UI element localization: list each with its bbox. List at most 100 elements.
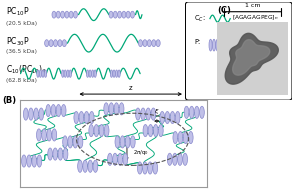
Ellipse shape <box>109 11 113 18</box>
Ellipse shape <box>188 132 193 144</box>
Ellipse shape <box>115 70 118 77</box>
Ellipse shape <box>107 153 112 165</box>
Ellipse shape <box>156 40 160 47</box>
Ellipse shape <box>73 136 78 148</box>
Ellipse shape <box>89 125 93 137</box>
Ellipse shape <box>51 105 56 117</box>
Ellipse shape <box>62 40 66 47</box>
Ellipse shape <box>216 39 219 51</box>
Ellipse shape <box>65 11 69 18</box>
Ellipse shape <box>131 136 135 148</box>
Ellipse shape <box>88 160 93 172</box>
Ellipse shape <box>223 39 226 51</box>
Ellipse shape <box>148 162 152 174</box>
Text: 1 cm: 1 cm <box>245 3 260 8</box>
Ellipse shape <box>143 125 148 137</box>
Ellipse shape <box>53 148 58 160</box>
Ellipse shape <box>178 153 182 165</box>
Ellipse shape <box>142 162 147 174</box>
Text: (B): (B) <box>2 96 16 105</box>
Ellipse shape <box>123 153 128 165</box>
Ellipse shape <box>46 105 51 117</box>
Ellipse shape <box>93 160 98 172</box>
Text: [AGAGAGPEG]$_n$: [AGAGAGPEG]$_n$ <box>232 14 279 22</box>
Ellipse shape <box>37 70 39 77</box>
Ellipse shape <box>165 112 170 124</box>
Bar <box>217 22 288 95</box>
Ellipse shape <box>146 108 151 120</box>
Ellipse shape <box>173 153 177 165</box>
Ellipse shape <box>104 103 109 115</box>
Ellipse shape <box>69 11 73 18</box>
Text: (62.8 kDa): (62.8 kDa) <box>6 77 37 83</box>
Ellipse shape <box>42 70 44 77</box>
Ellipse shape <box>113 153 117 165</box>
Ellipse shape <box>62 70 64 77</box>
Text: (20.5 kDa): (20.5 kDa) <box>6 21 37 26</box>
Polygon shape <box>225 33 278 84</box>
Ellipse shape <box>147 40 151 47</box>
Ellipse shape <box>115 136 120 148</box>
Polygon shape <box>233 40 270 75</box>
Ellipse shape <box>86 70 89 77</box>
Ellipse shape <box>36 129 41 141</box>
Ellipse shape <box>141 108 145 120</box>
Ellipse shape <box>120 136 125 148</box>
Ellipse shape <box>84 112 89 124</box>
Ellipse shape <box>53 40 58 47</box>
Ellipse shape <box>69 70 72 77</box>
Ellipse shape <box>135 108 140 120</box>
Ellipse shape <box>183 153 187 165</box>
Text: $\xi$: $\xi$ <box>154 107 160 116</box>
Ellipse shape <box>118 70 120 77</box>
Ellipse shape <box>126 11 130 18</box>
Ellipse shape <box>173 132 178 144</box>
Ellipse shape <box>131 11 134 18</box>
Ellipse shape <box>122 11 126 18</box>
Ellipse shape <box>68 136 72 148</box>
Ellipse shape <box>109 103 114 115</box>
Ellipse shape <box>52 11 56 18</box>
Text: APQMLRELQETNAAL: APQMLRELQETNAAL <box>232 36 279 41</box>
Ellipse shape <box>148 125 153 137</box>
Ellipse shape <box>113 70 115 77</box>
Text: (D): (D) <box>217 104 232 113</box>
Ellipse shape <box>99 125 104 137</box>
Ellipse shape <box>118 153 123 165</box>
Ellipse shape <box>63 136 67 148</box>
Ellipse shape <box>29 108 33 120</box>
Text: C$_{10}$(PC$_{10}$)$_4$: C$_{10}$(PC$_{10}$)$_4$ <box>6 64 46 76</box>
Ellipse shape <box>170 112 175 124</box>
Ellipse shape <box>159 125 163 137</box>
Ellipse shape <box>32 155 36 167</box>
Ellipse shape <box>143 40 147 47</box>
Ellipse shape <box>119 103 124 115</box>
Text: 10 $\mu$m: 10 $\mu$m <box>262 163 280 172</box>
Text: PC$_{30}$P: PC$_{30}$P <box>6 35 29 48</box>
Ellipse shape <box>151 108 156 120</box>
Ellipse shape <box>63 148 68 160</box>
Text: C$_C$:: C$_C$: <box>194 14 206 24</box>
Ellipse shape <box>60 11 65 18</box>
Ellipse shape <box>22 155 26 167</box>
Ellipse shape <box>74 112 79 124</box>
Ellipse shape <box>58 40 62 47</box>
Ellipse shape <box>52 129 57 141</box>
Ellipse shape <box>183 132 188 144</box>
Ellipse shape <box>167 153 172 165</box>
Ellipse shape <box>61 105 66 117</box>
Ellipse shape <box>212 39 215 51</box>
Ellipse shape <box>153 162 158 174</box>
Ellipse shape <box>23 108 28 120</box>
Ellipse shape <box>39 108 44 120</box>
Text: (C): (C) <box>217 6 231 15</box>
Text: P:: P: <box>194 39 200 45</box>
Ellipse shape <box>138 162 142 174</box>
Ellipse shape <box>79 112 84 124</box>
Ellipse shape <box>94 125 99 137</box>
Ellipse shape <box>219 39 223 51</box>
Ellipse shape <box>153 125 158 137</box>
Ellipse shape <box>184 106 189 119</box>
Ellipse shape <box>83 160 88 172</box>
Ellipse shape <box>37 155 42 167</box>
